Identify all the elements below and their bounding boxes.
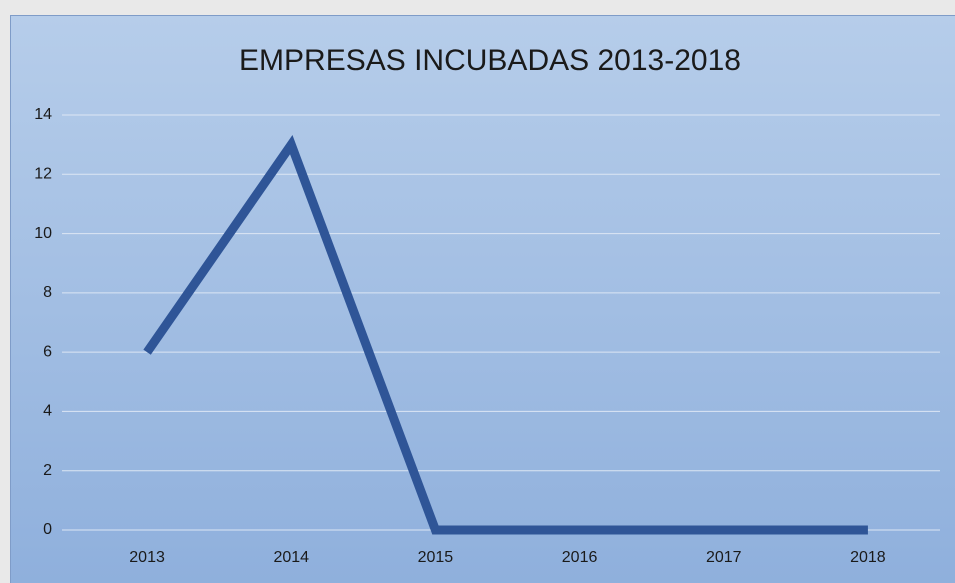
- y-tick-label: 0: [43, 521, 52, 538]
- chart-title: EMPRESAS INCUBADAS 2013-2018: [239, 44, 741, 77]
- y-tick-label: 6: [43, 343, 52, 360]
- chart-area: [10, 15, 955, 583]
- y-tick-label: 14: [34, 106, 52, 123]
- x-tick-label: 2013: [129, 549, 165, 566]
- x-tick-label: 2017: [706, 549, 742, 566]
- y-tick-label: 4: [43, 403, 52, 420]
- y-tick-label: 12: [34, 166, 52, 183]
- y-tick-label: 2: [43, 462, 52, 479]
- line: [143, 135, 868, 535]
- x-tick-label: 2018: [850, 549, 886, 566]
- y-tick-label: 10: [34, 225, 52, 242]
- x-tick-label: 2014: [273, 549, 309, 566]
- x-tick-label: 2015: [418, 549, 454, 566]
- y-tick-label: 8: [43, 284, 52, 301]
- x-tick-label: 2016: [562, 549, 598, 566]
